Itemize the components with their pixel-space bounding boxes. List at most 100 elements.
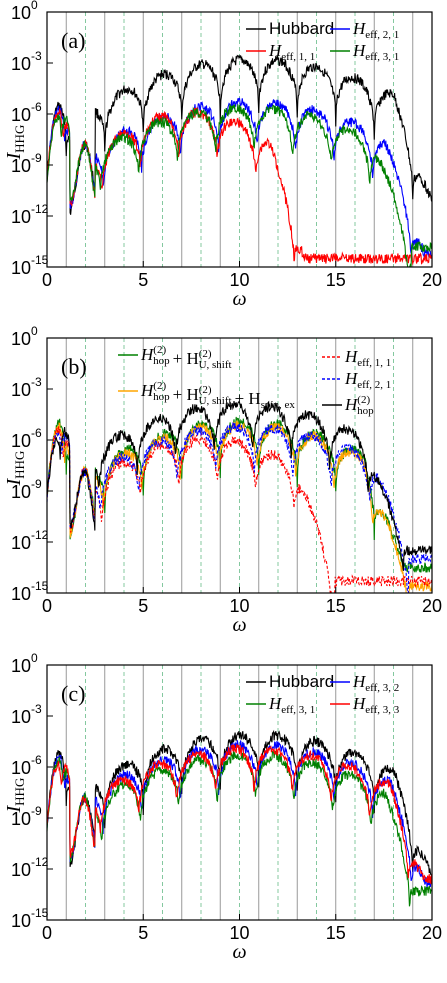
y-tick-exponent: -15 (31, 579, 49, 593)
y-tick-exponent: 0 (31, 0, 38, 12)
series-line-hubbard (46, 54, 433, 215)
panel-label: (a) (61, 28, 85, 53)
y-tick-label: 10 (11, 656, 31, 676)
y-tick-exponent: -12 (31, 528, 49, 542)
y-tick-exponent: -12 (31, 202, 49, 216)
legend-entry: Heff, 3, 1 (330, 41, 399, 63)
y-tick-exponent: -6 (31, 753, 42, 767)
legend-label: Heff, 1, 1 (268, 41, 315, 63)
y-tick-exponent: -15 (31, 906, 49, 920)
y-tick-exponent: -9 (31, 477, 42, 491)
y-tick-label: 10 (11, 809, 31, 829)
x-tick-label: 5 (138, 270, 148, 290)
y-tick-label: 10 (11, 758, 31, 778)
legend-entry: Heff, 3, 1 (246, 694, 315, 716)
legend-entry: Heff, 2, 1 (322, 369, 391, 391)
y-axis-label: IHHG (3, 451, 27, 487)
y-axis-label: IHHG (3, 125, 27, 161)
y-tick-exponent: -3 (31, 49, 42, 63)
legend-label: H(2) hop (344, 394, 374, 417)
x-tick-label: 5 (138, 596, 148, 616)
y-tick-exponent: -6 (31, 100, 42, 114)
legend-label: Heff, 3, 3 (352, 694, 400, 716)
y-tick-label: 10 (11, 207, 31, 227)
y-axis-label: IHHG (3, 778, 27, 814)
y-tick-exponent: -15 (31, 253, 49, 267)
x-tick-label: 20 (422, 596, 442, 616)
series-line-eff-3-3 (46, 744, 433, 885)
y-tick-exponent: -12 (31, 855, 49, 869)
legend-label: Heff, 2, 1 (352, 19, 399, 41)
legend-entry: H(2) hop (322, 394, 374, 417)
x-tick-label: 0 (42, 596, 52, 616)
x-tick-label: 20 (422, 270, 442, 290)
legend-entry: Hubbard (246, 672, 334, 691)
x-axis-label: ω (232, 288, 246, 310)
legend-entry: Hubbard (246, 19, 334, 38)
x-tick-label: 10 (229, 270, 249, 290)
y-tick-exponent: -9 (31, 151, 42, 165)
y-tick-label: 10 (11, 329, 31, 349)
legend-label: Heff, 3, 1 (352, 41, 399, 63)
y-tick-label: 10 (11, 911, 31, 931)
series-line-hubbard (46, 729, 433, 878)
x-tick-label: 0 (42, 270, 52, 290)
x-tick-label: 20 (422, 923, 442, 943)
legend-label: Heff, 1, 1 (344, 347, 391, 369)
y-tick-exponent: -6 (31, 426, 42, 440)
legend-entry: H(2) hop + H(2) U, shift + Hspin, ex (118, 380, 295, 411)
x-tick-label: 15 (326, 923, 346, 943)
y-tick-label: 10 (11, 54, 31, 74)
legend-entry: H(2) hop + H(2) U, shift (118, 344, 232, 371)
legend-entry: Heff, 3, 3 (330, 694, 400, 716)
series-line-eff-3-1 (46, 104, 433, 268)
legend-label: Heff, 3, 2 (352, 672, 399, 694)
legend-label: H(2) hop + H(2) U, shift + Hspin, ex (140, 380, 295, 411)
legend-label: H(2) hop + H(2) U, shift (140, 344, 232, 371)
panel-label: (b) (61, 354, 87, 379)
y-tick-exponent: 0 (31, 651, 38, 665)
y-tick-exponent: -3 (31, 702, 42, 716)
legend-entry: Heff, 3, 2 (330, 672, 399, 694)
series-line-hop (46, 400, 433, 571)
x-tick-label: 10 (229, 596, 249, 616)
y-axis-label-sub: HHG (12, 125, 27, 153)
y-tick-label: 10 (11, 533, 31, 553)
y-tick-label: 10 (11, 431, 31, 451)
legend-label: Heff, 3, 1 (268, 694, 315, 716)
legend-entry: Heff, 1, 1 (322, 347, 391, 369)
x-tick-label: 0 (42, 923, 52, 943)
y-tick-label: 10 (11, 380, 31, 400)
y-tick-label: 10 (11, 3, 31, 23)
y-tick-label: 10 (11, 156, 31, 176)
y-tick-exponent: -3 (31, 375, 42, 389)
panel-label: (c) (61, 681, 85, 706)
legend-label: Hubbard (269, 19, 334, 38)
y-axis-label-sub: HHG (12, 451, 27, 479)
y-tick-label: 10 (11, 258, 31, 278)
x-tick-label: 5 (138, 923, 148, 943)
y-tick-label: 10 (11, 860, 31, 880)
legend-entry: Heff, 2, 1 (330, 19, 399, 41)
y-tick-exponent: -9 (31, 804, 42, 818)
y-tick-label: 10 (11, 584, 31, 604)
x-tick-label: 15 (326, 596, 346, 616)
x-axis-label: ω (232, 614, 246, 636)
series-line-eff-1-1 (46, 426, 433, 594)
x-axis-label: ω (232, 941, 246, 963)
y-axis-label-sub: HHG (12, 778, 27, 806)
y-tick-label: 10 (11, 482, 31, 502)
legend-label: Hubbard (269, 672, 334, 691)
x-tick-label: 10 (229, 923, 249, 943)
y-tick-label: 10 (11, 105, 31, 125)
legend-entry: Heff, 1, 1 (246, 41, 315, 63)
y-tick-exponent: 0 (31, 324, 38, 338)
x-tick-label: 15 (326, 270, 346, 290)
legend-label: Heff, 2, 1 (344, 369, 391, 391)
y-tick-label: 10 (11, 707, 31, 727)
